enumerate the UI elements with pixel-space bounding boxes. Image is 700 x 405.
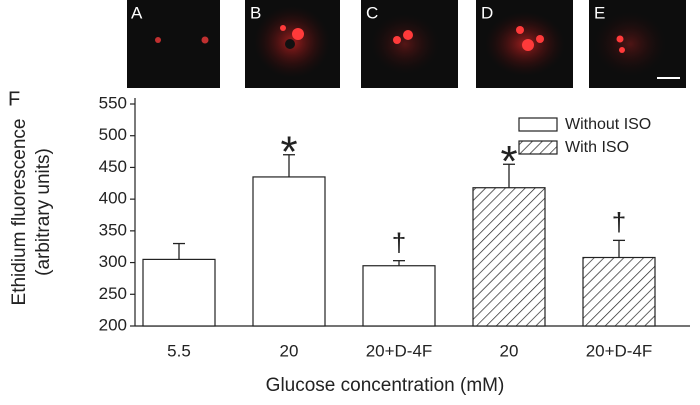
y-tick-label: 400 xyxy=(99,189,127,208)
legend-swatch xyxy=(518,140,558,155)
bar xyxy=(142,258,216,327)
panel-letter: E xyxy=(594,3,605,22)
y-tick-label: 250 xyxy=(99,284,127,303)
y-axis-label: Ethidium fluorescence (arbitrary units) xyxy=(9,119,54,306)
y-tick-label: 500 xyxy=(99,125,127,144)
legend-swatch xyxy=(518,117,558,132)
panel-letter: B xyxy=(250,3,261,22)
y-tick-label: 200 xyxy=(99,315,127,334)
panel-image xyxy=(127,0,220,88)
legend-label: With ISO xyxy=(565,139,629,156)
bar xyxy=(582,256,656,327)
annotation: * xyxy=(280,127,297,176)
y-tick-label: 300 xyxy=(99,252,127,271)
y-tick-label: 550 xyxy=(99,93,127,112)
legend-label: Without ISO xyxy=(565,116,651,133)
x-tick-label: 20 xyxy=(500,341,519,360)
y-tick-label: 350 xyxy=(99,220,127,239)
micrographs xyxy=(127,0,686,88)
panel-label: F xyxy=(8,88,20,110)
annotation: * xyxy=(500,137,517,186)
y-axis-label-line: (arbitrary units) xyxy=(33,148,54,276)
annotation: † xyxy=(612,207,626,237)
bar xyxy=(362,265,436,327)
y-tick-label: 450 xyxy=(99,157,127,176)
annotation: † xyxy=(392,228,406,258)
panel-letter: C xyxy=(366,3,378,22)
x-axis-label: Glucose concentration (mM) xyxy=(266,375,505,396)
x-tick-label: 20+D-4F xyxy=(366,341,433,360)
x-tick-label: 5.5 xyxy=(167,341,191,360)
x-tick-label: 20+D-4F xyxy=(586,341,653,360)
x-tick-label: 20 xyxy=(280,341,299,360)
panel-letter: A xyxy=(131,3,143,22)
y-axis-label-line: Ethidium fluorescence xyxy=(9,119,30,306)
panel-letter: D xyxy=(481,3,493,22)
bar xyxy=(472,187,546,327)
bar xyxy=(252,176,326,327)
